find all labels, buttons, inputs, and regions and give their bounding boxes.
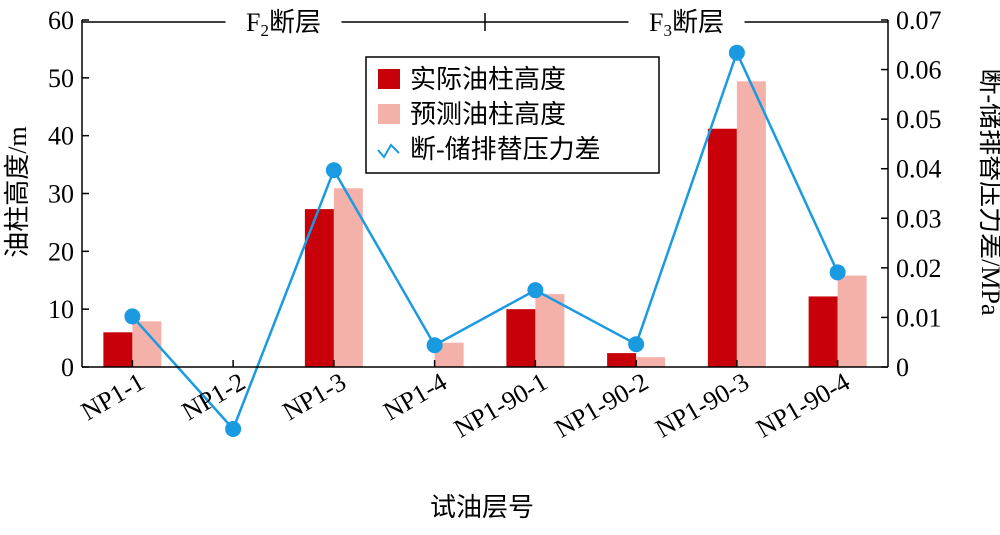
y-left-tick-label: 40 [48,122,74,151]
pressure-point-np1-4 [426,337,443,354]
y-left-tick-label: 60 [48,6,74,35]
y-right-tick-label: 0.03 [896,204,942,233]
bar-actual-np1-90-4 [808,296,838,367]
bar-predicted-np1-90-4 [837,275,867,367]
x-tick-label-np1-90-3: NP1-90-3 [651,367,754,443]
bar-predicted-np1-90-3 [736,81,766,367]
x-tick-label-np1-2: NP1-2 [177,367,250,426]
y-right-tick-label: 0.04 [896,155,942,184]
fault-group-label-bg [628,6,745,38]
y-axis-right-title: 断-储排替压力差/MPa [976,68,1000,315]
y-left-tick-label: 30 [48,180,74,209]
y-right-tick-label: 0.02 [896,254,942,283]
legend-swatch [378,104,400,124]
legend-line-swatch [377,143,400,159]
legend-swatch [378,69,400,89]
pressure-point-np1-2 [225,420,242,437]
x-axis-title: 试油层号 [430,493,534,522]
y-left-tick-label: 50 [48,64,74,93]
bar-predicted-np1-90-2 [636,357,666,367]
legend-box [365,56,660,174]
x-tick-label-np1-90-2: NP1-90-2 [550,367,653,443]
x-tick-label-np1-90-4: NP1-90-4 [751,367,854,443]
x-tick-label-np1-3: NP1-3 [278,367,351,426]
y-right-tick-label: 0 [896,353,909,382]
y-axis-left-title: 油柱高度/m [3,126,32,257]
pressure-point-np1-90-1 [527,282,544,299]
fault-group-layer: F2断层 F3断层 [82,6,888,40]
y-left-tick-label: 10 [48,295,74,324]
x-tick-label-np1-4: NP1-4 [378,367,451,426]
y-right-tick-label: 0.06 [896,56,942,85]
fault-group-label-f3: F3断层 [649,8,724,40]
x-tick-label-np1-1: NP1-1 [76,367,149,426]
pressure-point-np1-90-4 [829,264,846,281]
pressure-point-np1-90-3 [728,44,745,61]
legend-label: 预测油柱高度 [410,100,566,129]
pressure-point-np1-3 [325,162,342,179]
bar-predicted-np1-3 [333,188,363,367]
bar-actual-np1-90-3 [707,128,737,367]
legend-label: 实际油柱高度 [410,65,566,94]
bar-predicted-np1-90-1 [535,294,565,367]
x-tick-label-np1-90-1: NP1-90-1 [449,367,552,443]
legend-label: 断-储排替压力差 [410,135,601,164]
pressure-point-np1-90-2 [628,336,645,353]
bar-actual-np1-1 [103,332,133,367]
pressure-difference-line [131,49,839,432]
line-layer [124,44,846,437]
bar-actual-np1-90-2 [607,353,637,367]
pressure-point-np1-1 [124,308,141,325]
y-right-tick-label: 0.01 [896,303,942,332]
fault-group-label-bg [225,6,342,38]
fault-group-label-f2: F2断层 [246,8,321,40]
y-left-tick-label: 20 [48,237,74,266]
y-right-tick-label: 0.07 [896,6,942,35]
y-right-tick-label: 0.05 [896,105,942,134]
y-left-tick-label: 0 [61,353,74,382]
bar-actual-np1-90-1 [506,309,536,367]
